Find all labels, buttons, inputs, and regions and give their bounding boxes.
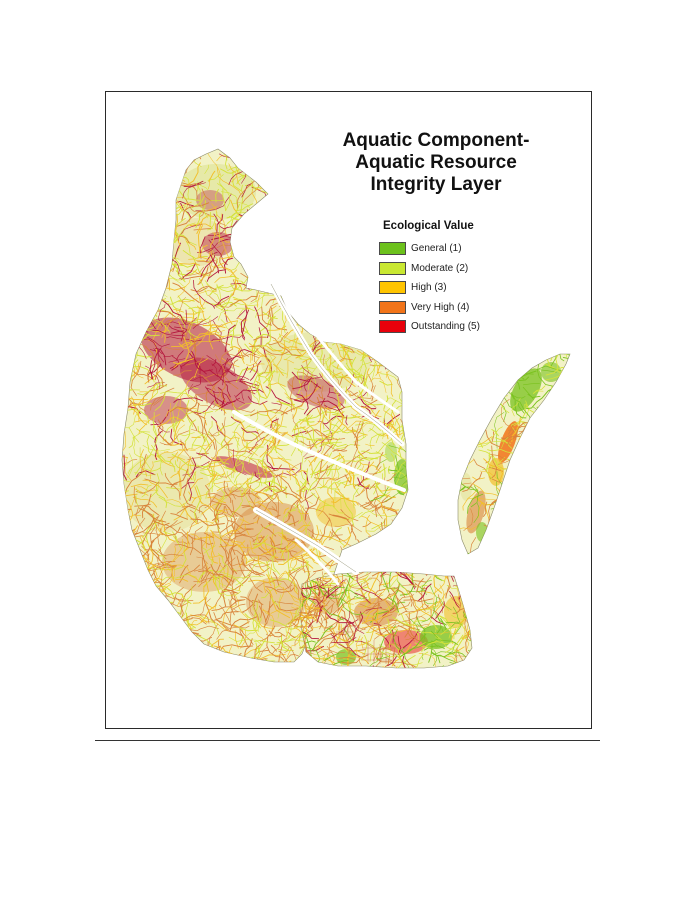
legend-label-very-high: Very High (4) [411,301,470,313]
map-title-line-2: Aquatic Resource [355,152,517,173]
legend-item-moderate: Moderate (2) [379,259,519,279]
page-divider [95,740,600,741]
legend-swatch-moderate [379,261,406,275]
legend-swatch-outstanding [379,320,406,334]
legend: Ecological Value General (1) Moderate (2… [379,220,519,337]
urban-grid [336,626,398,664]
legend-label-general: General (1) [411,243,462,255]
legend-item-very-high: Very High (4) [379,298,519,318]
legend-label-moderate: Moderate (2) [411,262,469,274]
legend-swatch-very-high [379,300,406,314]
map-title: Aquatic Component- Aquatic Resource Inte… [306,130,566,196]
legend-label-high: High (3) [411,282,447,294]
legend-swatch-high [379,281,406,295]
legend-swatch-general [379,242,406,256]
legend-item-general: General (1) [379,239,519,259]
map-canvas [121,148,571,669]
map-title-line-3: Integrity Layer [370,174,502,195]
map-title-line-1: Aquatic Component- [342,130,530,151]
legend-item-outstanding: Outstanding (5) [379,317,519,337]
legend-title: Ecological Value [383,220,474,232]
legend-item-high: High (3) [379,278,519,298]
legend-label-outstanding: Outstanding (5) [411,321,480,333]
map-frame: Aquatic Component- Aquatic Resource Inte… [105,91,592,729]
